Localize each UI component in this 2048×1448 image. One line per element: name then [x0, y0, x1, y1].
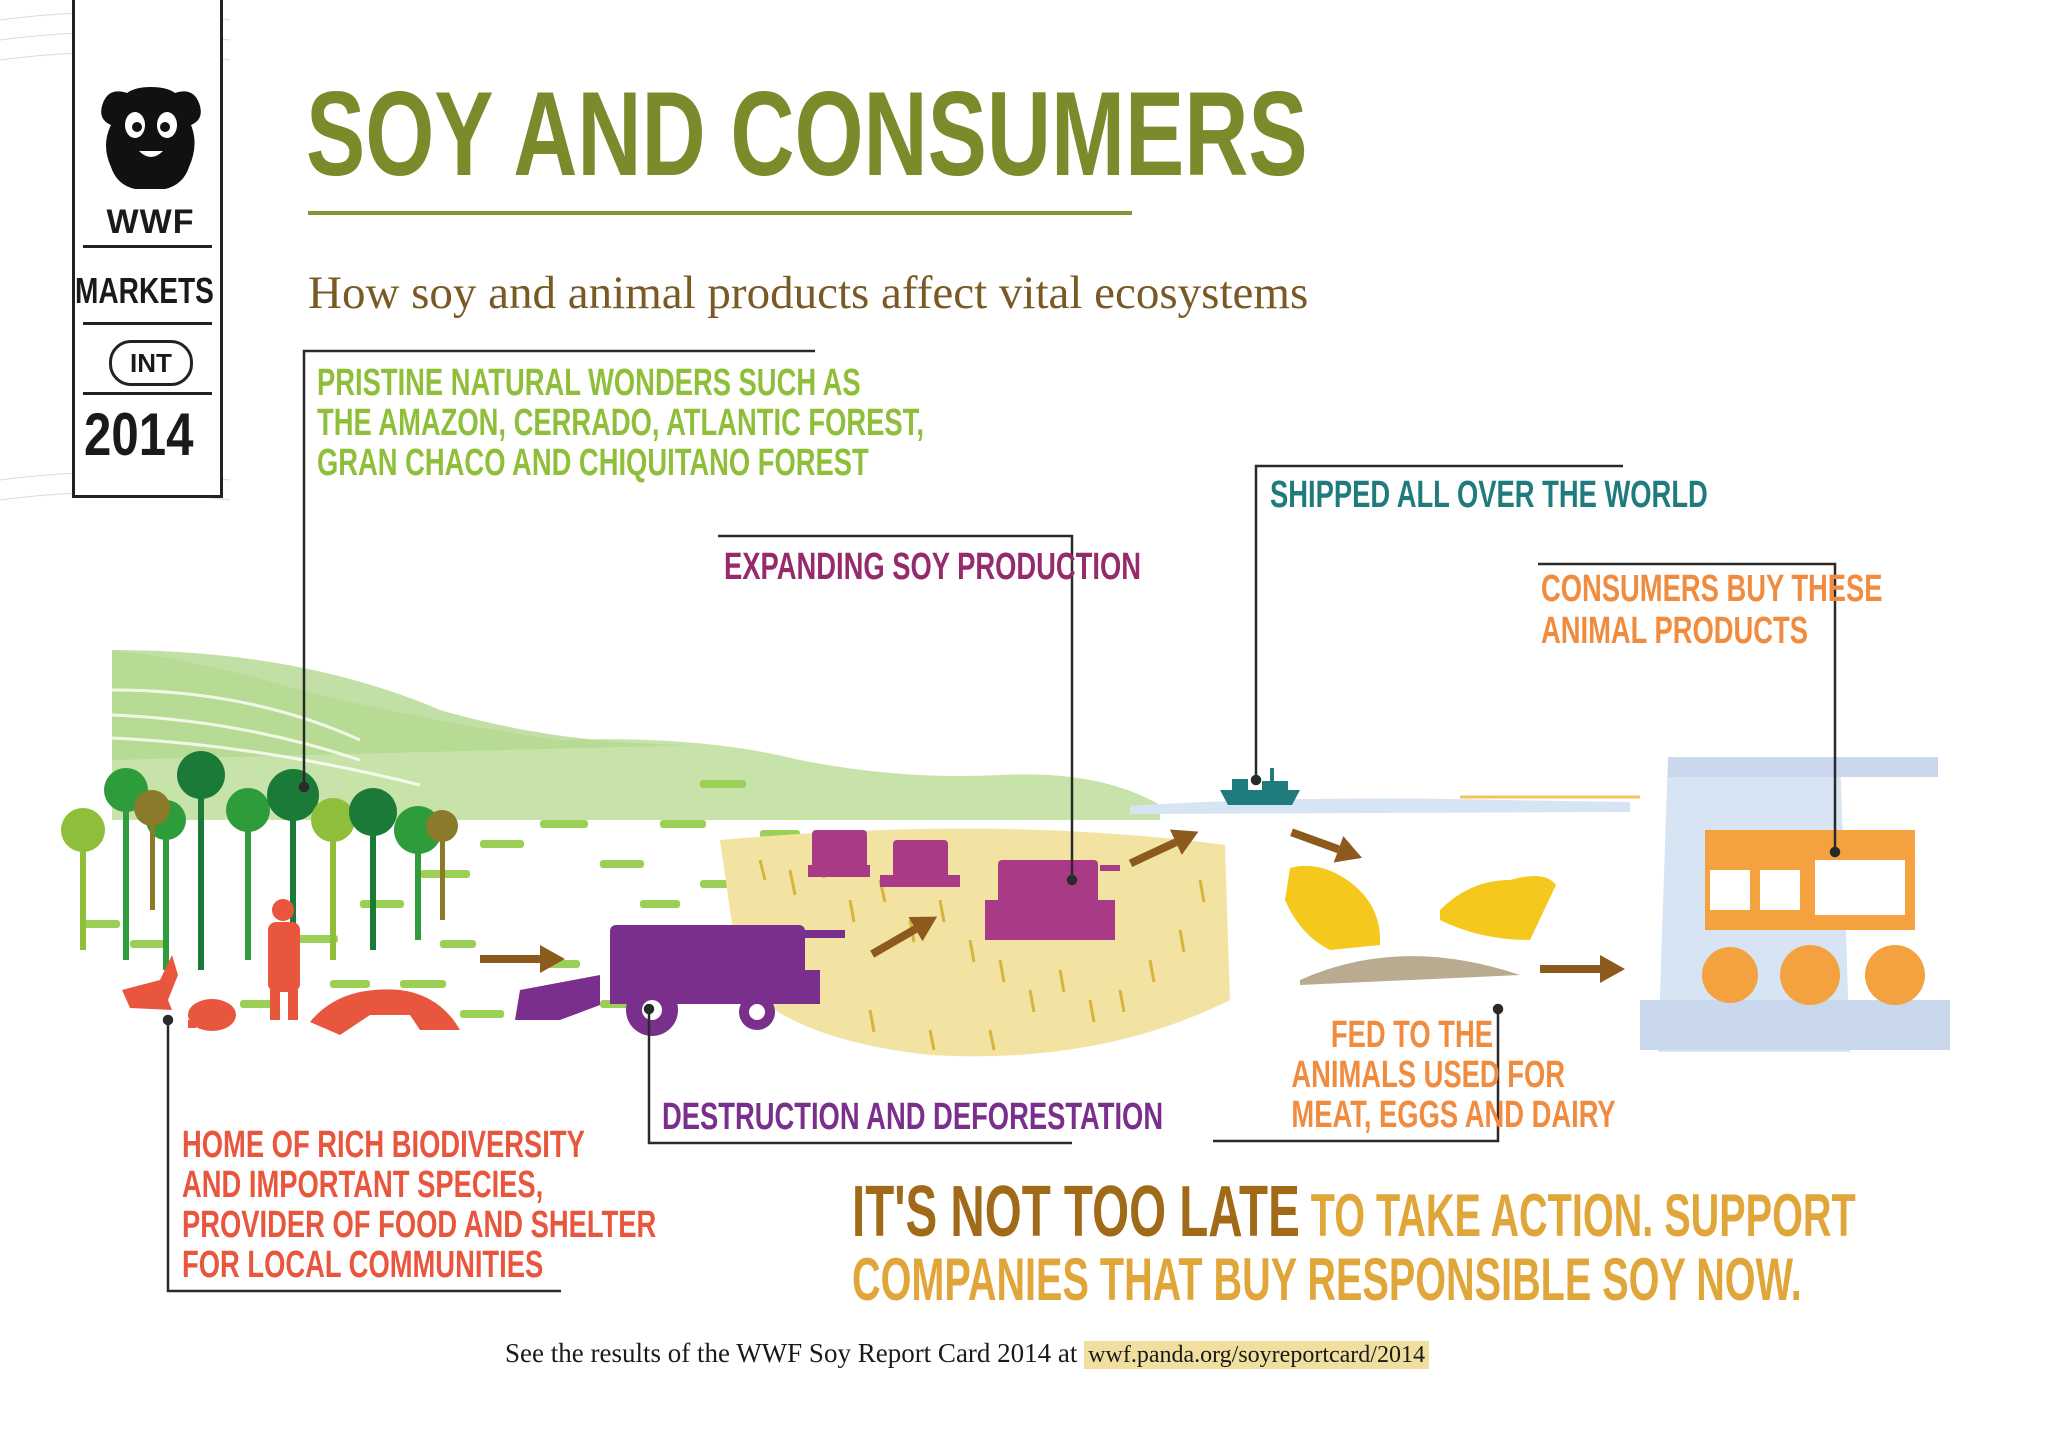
arrow-icon [870, 916, 938, 958]
badge-int: INT [109, 340, 193, 386]
cta-line-1: IT'S NOT TOO LATE TO TAKE ACTION. SUPPOR… [852, 1176, 1856, 1248]
divider [83, 392, 212, 395]
hills [111, 650, 1160, 820]
forest [61, 751, 458, 970]
tree-icon [61, 808, 105, 950]
callout-expanding: EXPANDING SOY PRODUCTION [724, 546, 1142, 588]
callout-line: PRISTINE NATURAL WONDERS SUCH AS [317, 362, 861, 404]
footer: See the results of the WWF Soy Report Ca… [505, 1338, 1429, 1369]
wwf-badge: WWF MARKETS INT 2014 [72, 0, 223, 498]
callout-fed: FED TO THE ANIMALS USED FOR MEAT, EGGS A… [1213, 1014, 1616, 1136]
badge-markets: MARKETS [75, 270, 214, 311]
divider [83, 245, 212, 248]
badge-logo-text: WWF [106, 203, 195, 241]
callout-line: ANIMAL PRODUCTS [1541, 610, 1809, 652]
panda-logo-icon [101, 87, 201, 189]
anteater-icon [310, 989, 460, 1035]
chicken-icon [1285, 865, 1381, 950]
callout-line: FED TO THE [1330, 1014, 1493, 1056]
tree-icon [177, 751, 225, 970]
callout-line: HOME OF RICH BIODIVERSITY [182, 1124, 585, 1166]
callout-line: GRAN CHACO AND CHIQUITANO FOREST [317, 442, 869, 484]
wildlife [122, 899, 460, 1035]
arrow-icon [1128, 829, 1199, 867]
footer-text: See the results of the WWF Soy Report Ca… [505, 1338, 1085, 1368]
combine-harvester-icon [808, 830, 1120, 940]
arrow-icon [1540, 955, 1625, 983]
divider [83, 322, 212, 325]
callout-line: CONSUMERS BUY THESE [1541, 568, 1883, 610]
tree-icon [426, 810, 458, 920]
callout-line: MEAT, EGGS AND DAIRY [1291, 1094, 1616, 1136]
title-underline [308, 211, 1132, 215]
chicken-icon [1440, 876, 1556, 940]
person-icon [268, 899, 300, 1020]
flow-arrows [480, 828, 1625, 983]
callout-destruction: DESTRUCTION AND DEFORESTATION [662, 1096, 1164, 1138]
fox-icon [122, 955, 178, 1010]
badge-year: 2014 [83, 401, 194, 468]
cta-emphasis: IT'S NOT TOO LATE [852, 1172, 1300, 1252]
call-to-action: IT'S NOT TOO LATE TO TAKE ACTION. SUPPOR… [852, 1176, 2048, 1310]
cta-line-2: COMPANIES THAT BUY RESPONSIBLE SOY NOW. [852, 1246, 1802, 1313]
tree-icon [226, 788, 270, 960]
tree-icon [311, 798, 355, 960]
cta-line-1-rest: TO TAKE ACTION. SUPPORT [1299, 1182, 1856, 1249]
report-card-link[interactable]: wwf.panda.org/soyreportcard/2014 [1084, 1341, 1429, 1369]
tree-icon [267, 769, 319, 950]
armadillo-icon [188, 999, 236, 1031]
arrow-icon [480, 945, 565, 973]
arrow-icon [1290, 828, 1363, 863]
callout-lines [162, 349, 1841, 1293]
combine-harvester-icon [515, 925, 845, 1036]
callout-line: FOR LOCAL COMMUNITIES [182, 1244, 544, 1286]
callout-pristine: PRISTINE NATURAL WONDERS SUCH AS THE AMA… [317, 364, 1160, 484]
callout-line: THE AMAZON, CERRADO, ATLANTIC FOREST, [317, 402, 924, 444]
grass-field [80, 780, 800, 1018]
ship-icon [1220, 768, 1300, 805]
callout-consumers: CONSUMERS BUY THESE ANIMAL PRODUCTS [1541, 570, 2015, 650]
tree-icon [134, 790, 170, 910]
callout-home: HOME OF RICH BIODIVERSITY AND IMPORTANT … [182, 1126, 841, 1284]
callout-line: ANIMALS USED FOR [1291, 1054, 1565, 1096]
callout-line: PROVIDER OF FOOD AND SHELTER [182, 1204, 657, 1246]
page-subtitle: How soy and animal products affect vital… [308, 267, 1309, 319]
supermarket-shelf-icon [1640, 757, 1950, 1052]
callout-shipped: SHIPPED ALL OVER THE WORLD [1270, 474, 1708, 516]
callout-line: AND IMPORTANT SPECIES, [182, 1164, 544, 1206]
tree-icon [349, 788, 397, 950]
sea [1130, 795, 1640, 814]
page-title: SOY AND CONSUMERS [306, 67, 1308, 201]
feed-area [1285, 865, 1556, 985]
